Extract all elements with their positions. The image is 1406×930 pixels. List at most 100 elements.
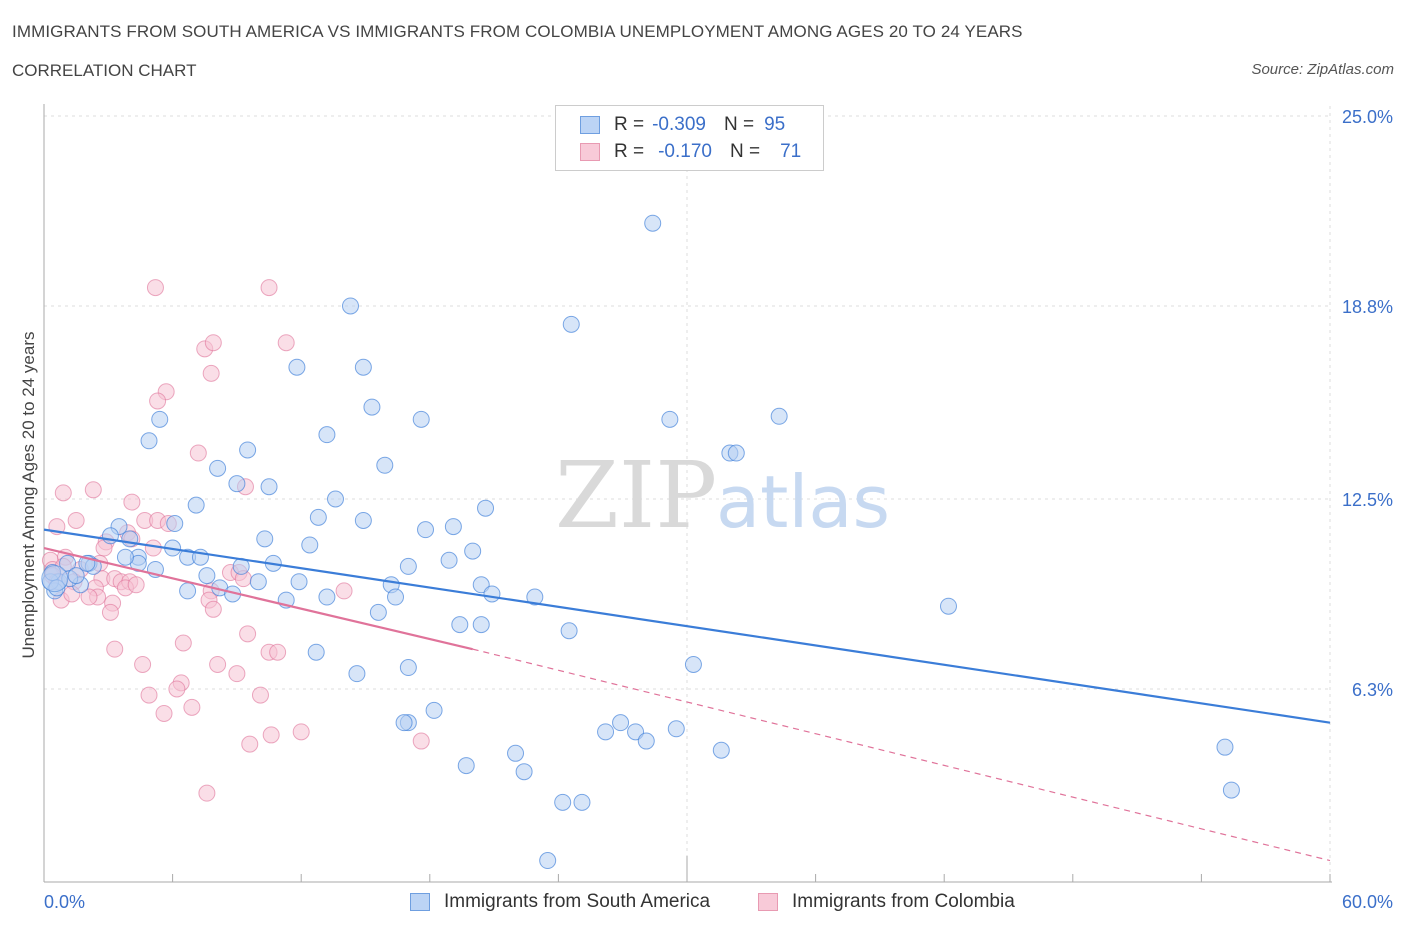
data-point-south-america	[395, 714, 413, 732]
legend-swatch-blue	[580, 116, 600, 134]
watermark-atlas: atlas	[716, 460, 890, 544]
data-point-south-america	[288, 358, 306, 376]
series-south-america-points	[41, 214, 1240, 870]
data-point-south-america	[440, 551, 458, 569]
trend-lines	[43, 528, 1331, 862]
data-point-south-america	[712, 741, 730, 759]
series-legend-colombia[interactable]: Immigrants from Colombia	[758, 890, 1015, 914]
data-point-south-america	[573, 793, 591, 811]
data-point-colombia	[168, 680, 186, 698]
axis-labels: 6.3% 12.5% 18.8% 25.0% 0.0% 60.0%	[44, 107, 1393, 912]
y-tick-label: 12.5%	[1342, 490, 1393, 510]
data-point-south-america	[1222, 781, 1240, 799]
data-point-south-america	[239, 441, 257, 459]
series-swatch-pink	[758, 893, 778, 911]
data-point-south-america	[562, 315, 580, 333]
data-point-south-america	[187, 496, 205, 514]
trend-line-colombia	[43, 546, 473, 651]
data-point-colombia	[155, 704, 173, 722]
data-point-south-america	[341, 297, 359, 315]
data-point-south-america	[727, 444, 745, 462]
y-tick-label: 18.8%	[1342, 297, 1393, 317]
x-tick-label: 60.0%	[1342, 892, 1393, 912]
data-point-south-america	[151, 410, 169, 428]
data-point-south-america	[417, 521, 435, 539]
data-point-south-america	[399, 659, 417, 677]
data-point-south-america	[179, 582, 197, 600]
data-point-south-america	[1216, 738, 1234, 756]
data-point-colombia	[80, 588, 98, 606]
data-point-south-america	[67, 567, 85, 585]
data-point-colombia	[134, 655, 152, 673]
legend-row-colombia: R = -0.170 N = 71	[580, 140, 801, 164]
data-point-south-america	[597, 723, 615, 741]
data-point-colombia	[67, 511, 85, 529]
data-point-colombia	[292, 723, 310, 741]
legend-r-label: R =	[614, 114, 645, 135]
chart-subtitle: CORRELATION CHART	[12, 61, 197, 80]
series-swatch-blue	[410, 893, 430, 911]
data-point-colombia	[106, 640, 124, 658]
data-point-colombia	[204, 334, 222, 352]
data-point-south-america	[560, 622, 578, 640]
legend-n-label: N =	[729, 141, 761, 162]
data-point-colombia	[241, 735, 259, 753]
data-point-colombia	[202, 364, 220, 382]
data-point-south-america	[451, 616, 469, 634]
data-point-colombia	[146, 279, 164, 297]
y-tick-label: 6.3%	[1352, 680, 1393, 700]
data-point-colombia	[209, 655, 227, 673]
legend-r-value: -0.309	[652, 114, 706, 135]
data-point-south-america	[425, 701, 443, 719]
data-point-south-america	[116, 548, 134, 566]
data-point-colombia	[251, 686, 269, 704]
data-point-colombia	[412, 732, 430, 750]
data-point-south-america	[667, 720, 685, 738]
watermark: ZIP atlas	[555, 442, 890, 549]
legend-n-value: 71	[780, 141, 802, 162]
data-point-colombia	[84, 481, 102, 499]
series-legend-south-america[interactable]: Immigrants from South America	[410, 890, 710, 914]
data-point-colombia	[204, 600, 222, 618]
data-point-south-america	[457, 757, 475, 775]
data-point-south-america	[770, 407, 788, 425]
data-point-colombia	[189, 444, 207, 462]
data-point-south-america	[507, 744, 525, 762]
data-point-south-america	[260, 478, 278, 496]
y-tick-label: 25.0%	[1342, 107, 1393, 127]
data-point-south-america	[684, 655, 702, 673]
data-point-colombia	[101, 603, 119, 621]
series-label-colombia: Immigrants from Colombia	[792, 891, 1015, 912]
data-point-south-america	[399, 557, 417, 575]
chart-title: IMMIGRANTS FROM SOUTH AMERICA VS IMMIGRA…	[12, 22, 1023, 41]
legend-row-south-america: R = -0.309 N = 95	[580, 113, 785, 137]
data-point-south-america	[444, 518, 462, 536]
data-point-south-america	[249, 573, 267, 591]
data-point-south-america	[369, 603, 387, 621]
data-point-south-america	[354, 358, 372, 376]
data-point-south-america	[198, 567, 216, 585]
series-label-south-america: Immigrants from South America	[444, 891, 711, 912]
data-point-south-america	[326, 490, 344, 508]
data-point-south-america	[387, 588, 405, 606]
x-tick-label: 0.0%	[44, 892, 85, 912]
data-point-south-america	[637, 732, 655, 750]
data-point-south-america	[348, 665, 366, 683]
data-point-colombia	[262, 726, 280, 744]
data-point-colombia	[174, 634, 192, 652]
data-point-south-america	[301, 536, 319, 554]
trend-line-colombia-extension	[472, 648, 1331, 862]
data-point-south-america	[661, 410, 679, 428]
data-point-south-america	[354, 511, 372, 529]
data-point-colombia	[198, 784, 216, 802]
data-point-colombia	[239, 625, 257, 643]
data-point-south-america	[290, 573, 308, 591]
data-point-south-america	[309, 508, 327, 526]
data-point-south-america	[307, 643, 325, 661]
data-point-south-america	[228, 475, 246, 493]
data-point-colombia	[144, 539, 162, 557]
data-point-south-america	[412, 410, 430, 428]
data-point-colombia	[269, 643, 287, 661]
data-point-colombia	[140, 686, 158, 704]
